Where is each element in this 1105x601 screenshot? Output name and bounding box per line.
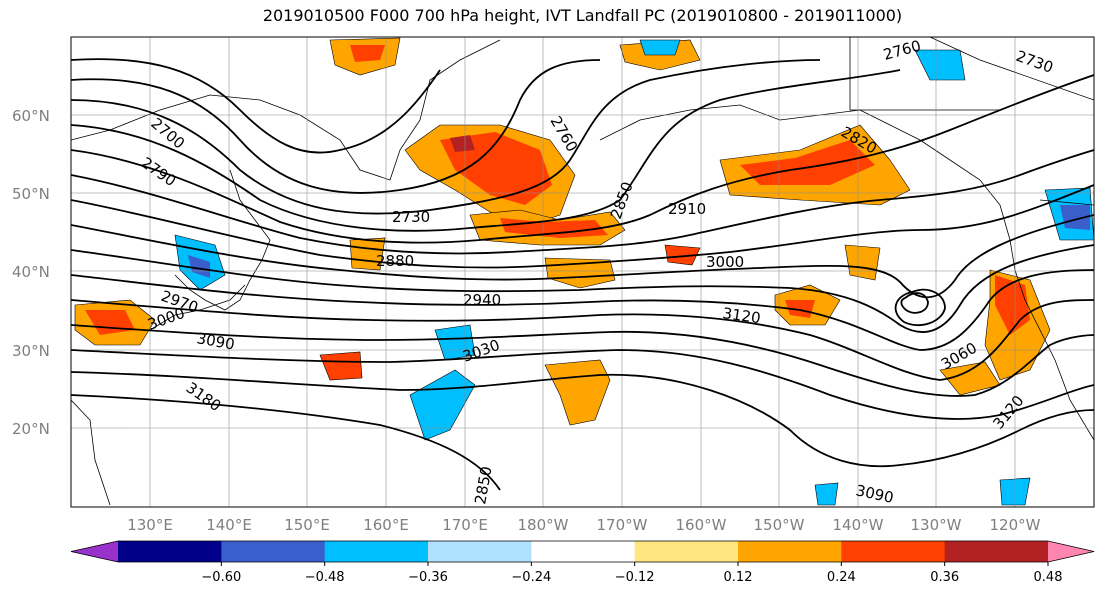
longitude-labels: 130°E 140°E 150°E 160°E 170°E 180°W 170°…: [127, 516, 1040, 534]
gridlines: [71, 37, 1094, 507]
shading-mid-lat: [844, 244, 881, 281]
lon-label: 180°W: [518, 516, 569, 534]
height-contours: [71, 58, 1094, 491]
colorbar-tick-label: 0.12: [724, 570, 753, 585]
lon-label: 160°W: [676, 516, 727, 534]
lon-label: 130°E: [127, 516, 173, 534]
lat-label: 20°N: [12, 420, 50, 438]
lon-label: 170°E: [442, 516, 488, 534]
lon-label: 120°W: [990, 516, 1041, 534]
lon-label: 150°W: [754, 516, 805, 534]
colorbar-box: [738, 541, 842, 562]
colorbar-tick-label: −0.12: [615, 570, 655, 585]
colorbar-extend-high: [1048, 541, 1094, 562]
colorbar: −0.60 −0.48 −0.36 −0.24 −0.12 0.12 0.24 0.36 0.4…: [70, 540, 1095, 585]
lon-label: 160°E: [363, 516, 409, 534]
colorbar-box: [118, 541, 222, 562]
colorbar-box: [531, 541, 636, 562]
colorbar-box: [944, 541, 1049, 562]
colorbar-tick-label: 0.36: [930, 570, 959, 585]
contour-label: 3000: [706, 253, 744, 271]
shading-subtropics-small: [319, 351, 363, 381]
colorbar-tick-label: −0.48: [305, 570, 345, 585]
colorbar-box: [428, 541, 532, 562]
colorbar-tick-label: −0.24: [511, 570, 551, 585]
contour-label: 2940: [463, 291, 501, 309]
contour-label: 2730: [392, 208, 430, 226]
colorbar-box: [221, 541, 326, 562]
map-frame: [70, 36, 1095, 508]
lon-label: 140°E: [206, 516, 252, 534]
shading-pacnw-core: [1060, 205, 1090, 230]
shading-far-north-core: [350, 45, 385, 62]
lat-label: 60°N: [12, 107, 50, 125]
colorbar-tick-label: −0.36: [408, 570, 448, 585]
contour-label: 3120: [721, 304, 761, 327]
shading-south-mid: [814, 482, 839, 506]
colorbar-box: [634, 541, 739, 562]
lon-label: 140°W: [833, 516, 884, 534]
lat-label: 40°N: [12, 263, 50, 281]
colorbar-extend-low: [71, 541, 118, 562]
colorbar-tick-label: −0.60: [201, 570, 241, 585]
shading-kamchatka-east: [664, 244, 701, 266]
shading-arctic: [914, 49, 966, 81]
latitude-labels: 60°N 50°N 40°N 30°N 20°N: [12, 107, 50, 438]
shading-japan-north-core: [188, 255, 210, 278]
contour-label: 2880: [376, 252, 414, 270]
lon-label: 130°W: [911, 516, 962, 534]
colorbar-tick-label: 0.48: [1034, 570, 1063, 585]
lon-label: 150°E: [284, 516, 330, 534]
map-panel: 2700 2790 2730 2760 2850 2910 2820 2760 …: [71, 37, 1094, 507]
colorbar-tick-label: 0.24: [827, 570, 856, 585]
contour-label: 2910: [668, 200, 706, 218]
shading-kamchatka-dark: [450, 135, 475, 152]
lat-label: 30°N: [12, 342, 50, 360]
shading-east-pacific-core: [785, 300, 815, 318]
figure-title: 2019010500 F000 700 hPa height, IVT Land…: [262, 6, 903, 25]
colorbar-outline: [70, 540, 1095, 563]
lat-label: 50°N: [12, 185, 50, 203]
lon-label: 170°W: [597, 516, 648, 534]
ivt-negative-shading: [174, 39, 1094, 506]
colorbar-box: [324, 541, 429, 562]
shading-nw-pacific-small: [639, 39, 681, 56]
colorbar-box: [841, 541, 946, 562]
